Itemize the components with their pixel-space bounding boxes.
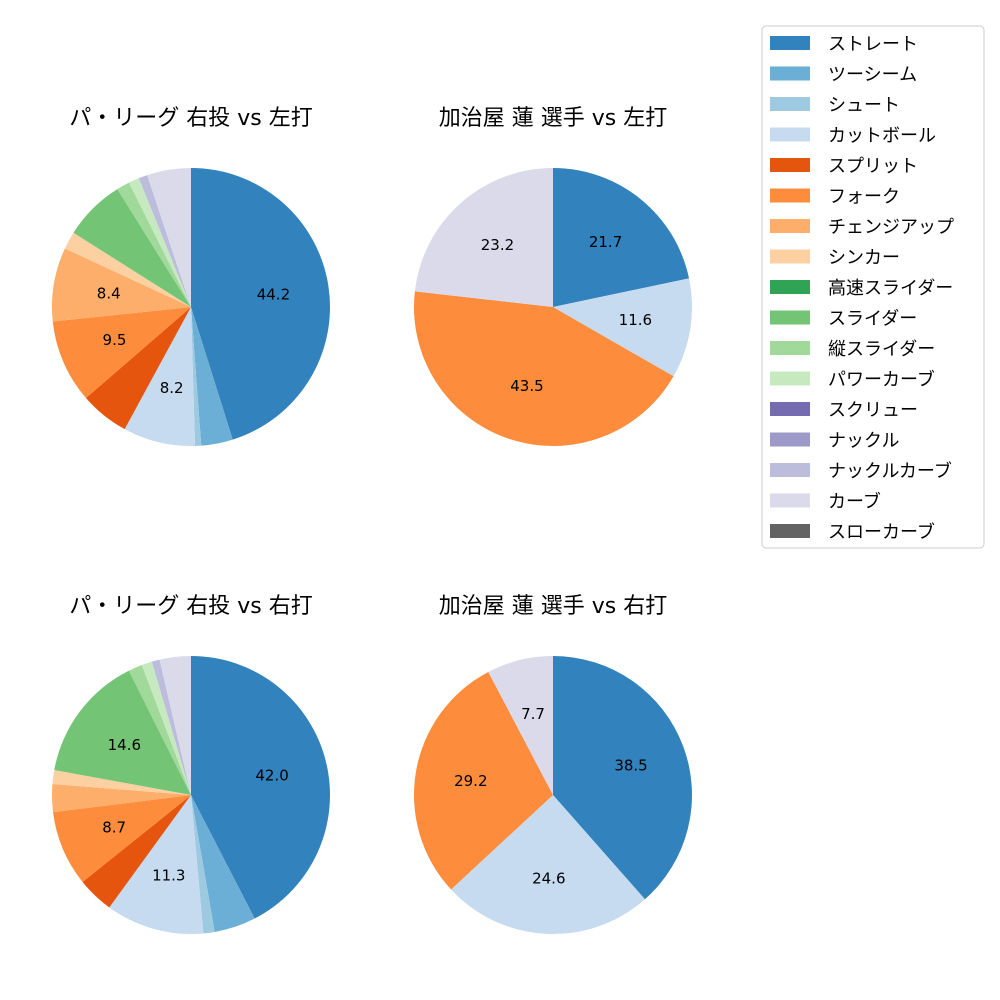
pie-slice-label: 43.5 [510,377,543,395]
pie-slice [191,795,255,932]
legend-swatch [770,36,810,50]
legend-swatch [770,127,810,142]
pie-slice [129,178,191,307]
pie-slice [128,664,191,795]
pie-chart-1: 44.2 8.2 9.5 8.4 [51,168,331,446]
pie-title-1: パ・リーグ 右投 vs 左打 [69,106,312,131]
legend-label: シンカー [828,248,900,269]
legend-label: フォーク [828,187,900,208]
legend-swatch [770,188,810,203]
legend-label: シュート [828,95,900,116]
pie-slice-label: 11.3 [152,866,185,884]
legend: ストレートツーシームシュートカットボールスプリットフォークチェンジアップシンカー… [761,25,985,549]
pie-chart-3: 42.0 11.3 8.7 14.6 [51,656,330,934]
pie-slice [64,232,191,307]
legend-swatch [770,341,810,355]
pie-slice [73,189,191,307]
legend-label: スライダー [828,309,917,330]
legend-swatch [770,371,810,386]
legend-swatch [770,463,810,477]
pie-slice [553,656,693,900]
pie-slice-label: 9.5 [103,331,127,349]
pie-slice [413,291,674,447]
pie-slice [51,783,191,813]
legend-label: スローカーブ [828,521,935,543]
pie-slice [117,182,191,307]
pie-slice-label: 7.7 [521,705,545,723]
pie-slice [147,168,191,307]
pie-slice-label: 24.6 [532,869,565,887]
pie-slice [191,656,330,919]
pie-title-3: パ・リーグ 右投 vs 右打 [69,594,312,619]
pie-slice [85,307,191,430]
legend-swatch [770,158,810,172]
pie-chart-2: 21.7 11.6 43.5 23.2 [413,168,692,447]
pie-slice-label: 11.6 [619,311,652,329]
pie-slice [138,175,191,307]
pie-slice-label: 42.0 [255,766,288,784]
pie-slice [159,656,191,795]
legend-label: 縦スライダー [828,339,935,360]
pie-slice [414,168,553,307]
pie-slice-label: 29.2 [454,772,487,790]
pie-slice-label: 14.6 [108,736,141,754]
pie-title-4: 加治屋 蓮 選手 vs 右打 [439,594,667,619]
legend-swatch [770,432,810,447]
pie-slice [488,656,553,795]
pie-slice-label: 21.7 [589,233,622,251]
pie-slice [109,795,204,934]
legend-swatch [770,493,810,508]
pie-slice [141,661,191,795]
pie-slice [191,795,215,934]
legend-label: ナックル [828,431,899,452]
pie-slice [52,769,191,795]
legend-swatch [770,402,810,416]
pie-slice [151,659,191,795]
legend-swatch [770,219,810,233]
legend-label: 高速スライダー [828,278,953,299]
pie-slice [52,307,192,399]
pie-slice [53,795,191,882]
legend-swatch [770,97,810,111]
legend-label: カットボール [828,126,936,147]
legend-label: パワーカーブ [828,369,935,391]
pie-slice [414,671,553,890]
pie-slice [124,307,196,446]
legend-frame [761,25,985,549]
pie-slice [451,795,645,934]
pie-slice-label: 44.2 [257,285,290,303]
legend-label: ナックルカーブ [828,460,952,482]
legend-swatch [770,524,810,538]
legend-label: チェンジアップ [828,217,954,238]
legend-swatch [770,66,810,81]
pie-title-2: 加治屋 蓮 選手 vs 左打 [439,106,667,131]
legend-label: ツーシーム [828,65,917,86]
pie-slice [191,168,331,440]
pie-slice [191,307,233,446]
pie-slice [553,168,690,307]
pie-slice [553,278,692,377]
pie-slice-label: 8.2 [160,379,184,397]
legend-swatch [770,310,810,325]
legend-label: ストレート [828,34,918,55]
pie-chart-4: 38.5 24.6 29.2 7.7 [414,656,693,934]
pie-slice [191,307,202,446]
pie-slice-label: 23.2 [481,236,514,254]
pie-slice-label: 8.7 [102,818,126,836]
pie-slice-label: 38.5 [614,757,647,775]
legend-label: カーブ [828,491,881,513]
legend-swatch [770,249,810,264]
pie-slice-label: 8.4 [97,284,121,302]
legend-label: スプリット [828,156,918,177]
pie-slice [51,248,191,322]
legend-swatch [770,280,810,294]
pie-slice [54,670,191,795]
pie-slice [82,795,191,908]
legend-label: スクリュー [828,400,918,421]
